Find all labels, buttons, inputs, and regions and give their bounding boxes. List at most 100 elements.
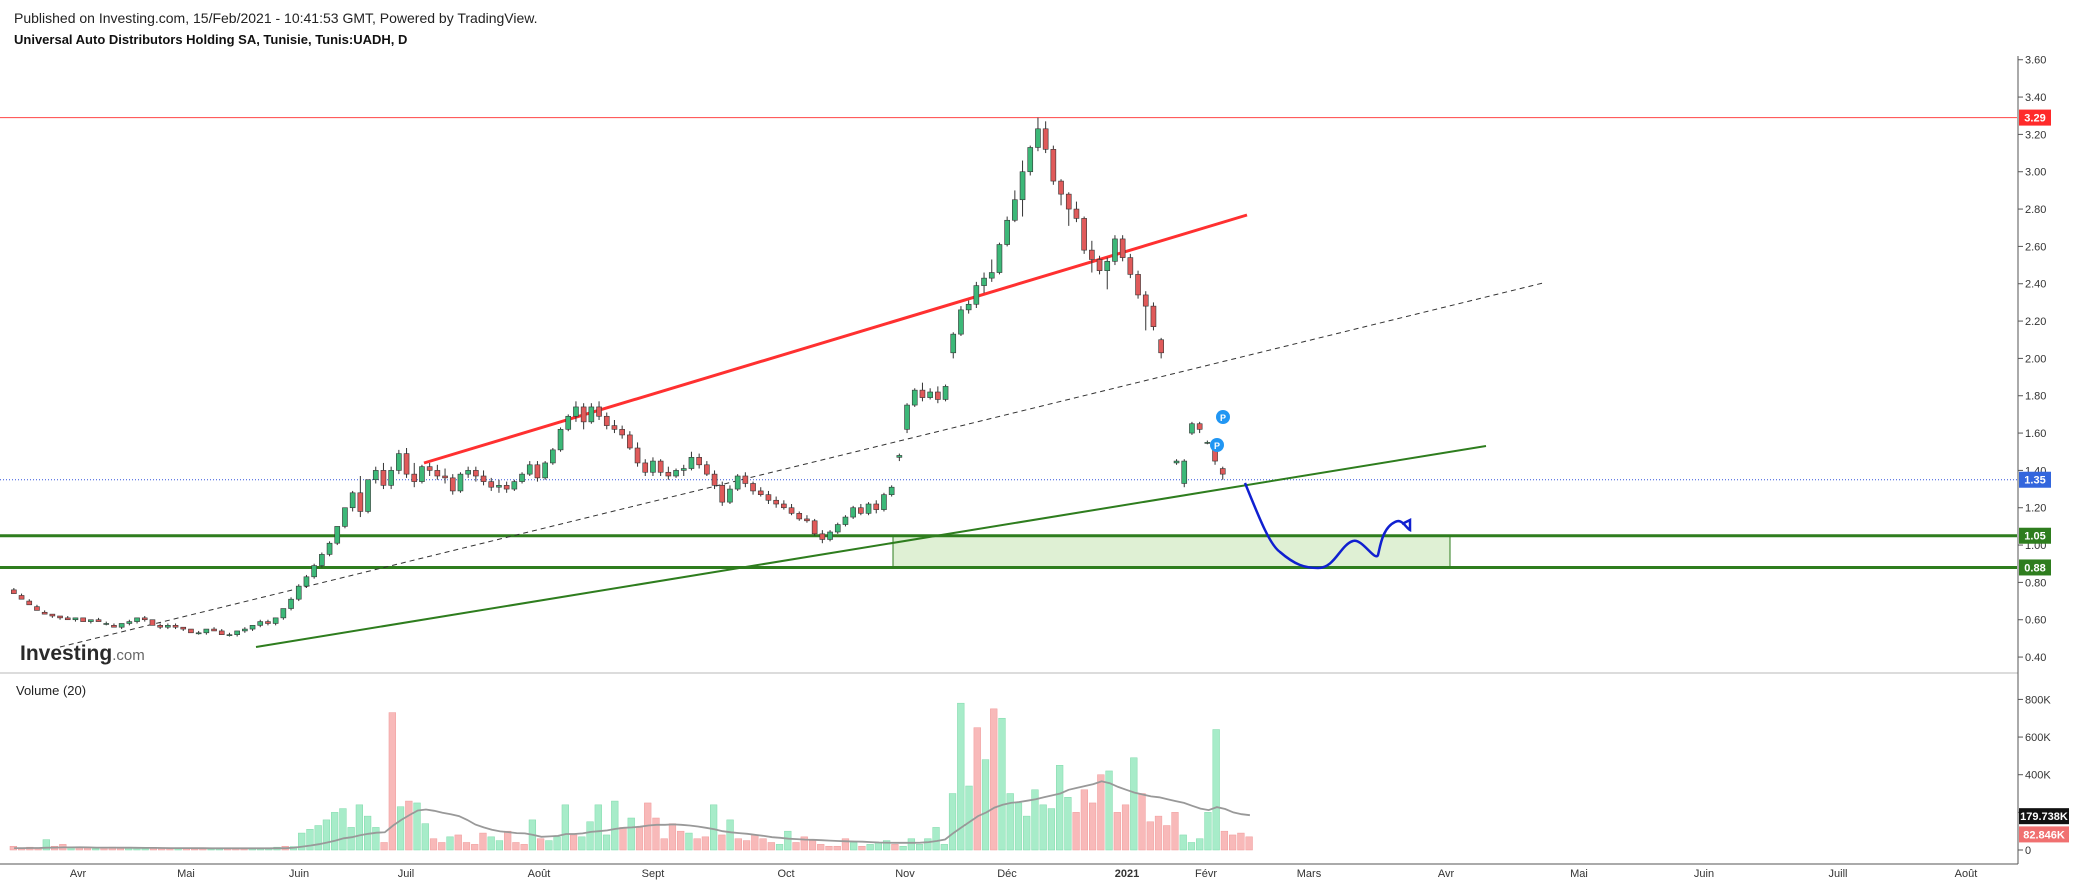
candle-up — [496, 485, 502, 488]
candle-down — [180, 626, 187, 630]
volume-bar — [759, 838, 767, 851]
price-tick-label: 0.40 — [2025, 652, 2046, 664]
volume-current-badge — [2019, 826, 2069, 843]
candle-up — [1112, 238, 1118, 262]
volume-bar — [1179, 834, 1187, 851]
volume-bar — [578, 836, 586, 851]
price-tick-label: 1.80 — [2025, 391, 2046, 403]
volume-bar — [545, 840, 553, 851]
projection-path — [1243, 482, 1412, 570]
price-tick-label: 3.40 — [2025, 92, 2046, 104]
volume-bar — [520, 844, 528, 851]
volume-bar — [1138, 793, 1146, 851]
volume-bar — [347, 827, 355, 851]
candle-down — [172, 625, 179, 628]
volume-current-value: 82.846K — [2023, 829, 2065, 841]
volume-bar — [396, 806, 405, 851]
volume-bar — [1130, 757, 1138, 851]
candle-up — [1019, 171, 1026, 201]
candle-down — [442, 475, 448, 479]
event-marker-label: P — [1214, 441, 1220, 451]
volume-bar — [1097, 774, 1105, 851]
volume-bar — [1105, 770, 1113, 851]
volume-bar — [948, 793, 957, 851]
candle-up — [673, 470, 679, 477]
candle-down — [426, 466, 433, 471]
volume-bar — [298, 832, 306, 851]
volume-bar — [1154, 815, 1163, 851]
candle-up — [342, 507, 348, 527]
candle-down — [1127, 257, 1134, 275]
candle-down — [1196, 423, 1203, 430]
price-tick-label: 2.00 — [2025, 353, 2046, 365]
volume-ma-value: 179.738K — [2020, 811, 2068, 823]
candle-down — [796, 513, 803, 520]
volume-tick-label: 400K — [2025, 770, 2051, 782]
candle-down — [781, 503, 787, 509]
volume-bar — [924, 838, 932, 851]
support-zone — [892, 535, 1451, 568]
candle-up — [388, 470, 394, 486]
candle-up — [295, 585, 302, 600]
candle-up — [565, 415, 572, 430]
volume-bar — [660, 838, 668, 851]
volume-bar — [314, 825, 322, 851]
candle-up — [1004, 219, 1010, 245]
candle-up — [927, 391, 933, 398]
volume-bar — [899, 845, 907, 851]
candle-down — [696, 457, 702, 466]
volume-ma-line — [14, 780, 1251, 850]
candle-down — [357, 492, 364, 512]
volume-bar — [981, 759, 990, 851]
volume-bar — [331, 812, 339, 851]
candle-down — [449, 477, 456, 492]
price-tick-label: 2.60 — [2025, 241, 2046, 253]
candle-up — [965, 303, 972, 311]
time-axis-label: Déc — [997, 868, 1017, 880]
candle-up — [727, 488, 733, 503]
resistance-trendline — [423, 213, 1248, 465]
candle-down — [742, 475, 749, 484]
price-tick-label: 3.60 — [2025, 55, 2046, 67]
volume-bar — [1006, 793, 1014, 851]
volume-bar — [512, 842, 520, 851]
volume-bar — [594, 804, 602, 851]
candle-up — [950, 333, 957, 354]
candle-down — [57, 615, 63, 619]
volume-bar — [462, 842, 471, 851]
volume-bar — [726, 819, 734, 851]
candle-up — [319, 554, 325, 566]
candle-down — [919, 389, 926, 398]
volume-bar — [677, 830, 685, 851]
logo-suffix: .com — [112, 647, 145, 664]
candle-down — [757, 490, 764, 495]
candle-up — [511, 481, 518, 490]
time-axis-label: 2021 — [1115, 868, 1139, 880]
candle-down — [804, 518, 810, 522]
volume-bar — [1080, 789, 1088, 851]
candle-down — [111, 625, 117, 628]
candle-down — [411, 473, 418, 482]
candle-down — [473, 470, 479, 477]
candle-down — [580, 406, 587, 423]
candle-down — [596, 406, 602, 417]
event-marker-icon — [1216, 410, 1230, 424]
volume-bar — [874, 842, 883, 851]
candle-down — [380, 470, 387, 486]
candle-up — [973, 285, 980, 305]
time-axis-label: Juin — [1694, 868, 1714, 880]
candle-down — [534, 464, 541, 479]
time-axis-label: Mai — [177, 868, 195, 880]
time-axis-label: Mai — [1570, 868, 1588, 880]
candle-down — [1119, 238, 1126, 258]
candle-down — [935, 391, 941, 400]
candle-down — [657, 460, 664, 473]
candle-up — [118, 623, 125, 628]
volume-bar — [1088, 802, 1097, 851]
volume-bar — [479, 832, 487, 851]
time-axis-label: Avr — [70, 868, 87, 880]
volume-bar — [792, 842, 800, 851]
candle-up — [680, 468, 687, 471]
volume-bar — [83, 847, 92, 851]
